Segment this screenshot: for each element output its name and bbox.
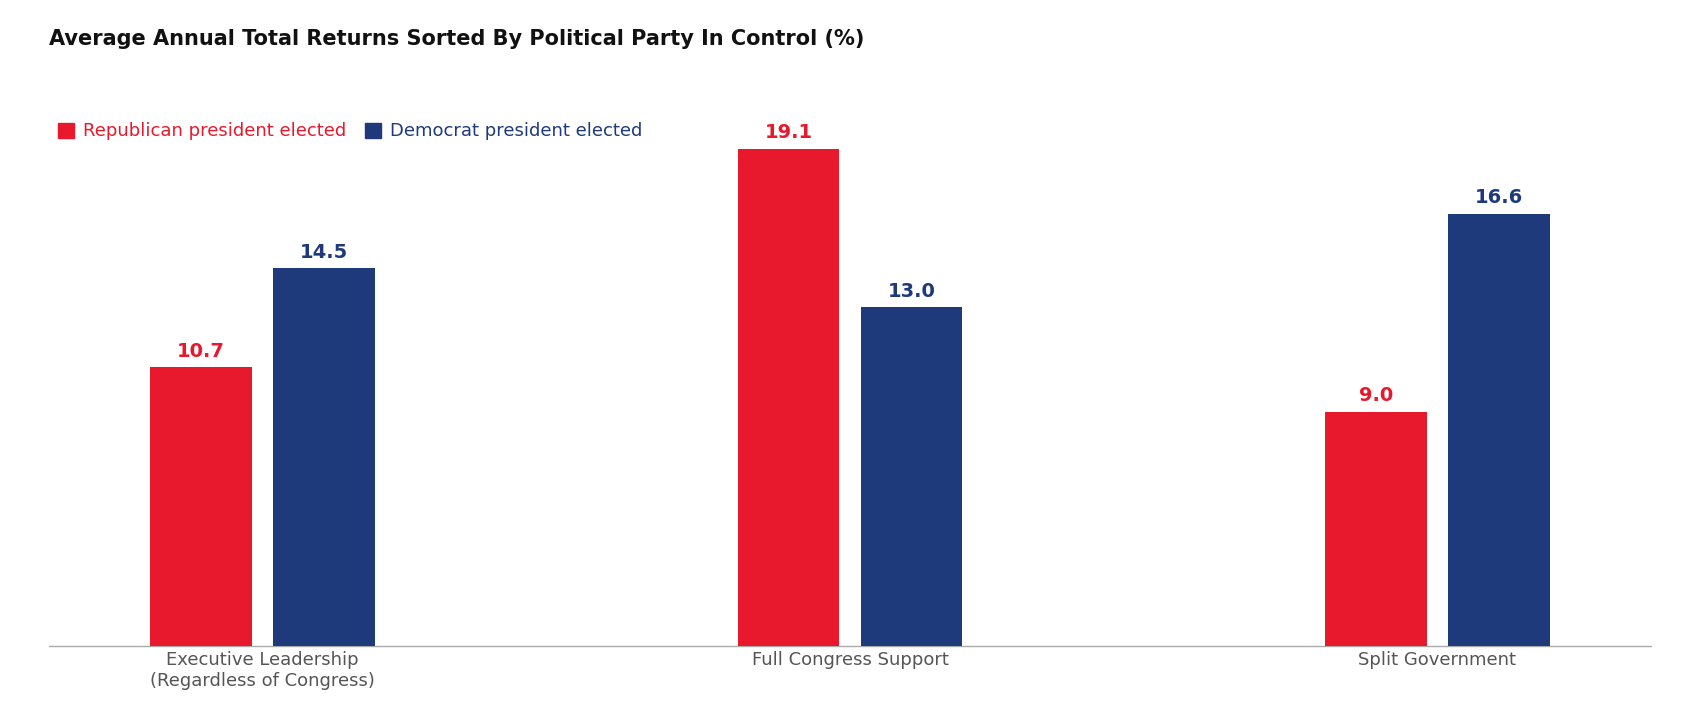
Bar xyxy=(860,308,962,646)
Bar xyxy=(274,268,374,646)
Bar xyxy=(151,367,252,646)
Text: 19.1: 19.1 xyxy=(765,123,813,142)
Text: 13.0: 13.0 xyxy=(887,282,935,301)
Legend: Republican president elected, Democrat president elected: Republican president elected, Democrat p… xyxy=(58,122,643,140)
Bar xyxy=(738,149,840,646)
Text: 10.7: 10.7 xyxy=(177,342,224,361)
Text: Average Annual Total Returns Sorted By Political Party In Control (%): Average Annual Total Returns Sorted By P… xyxy=(49,29,864,50)
Bar xyxy=(1326,412,1426,646)
Text: 14.5: 14.5 xyxy=(299,243,348,262)
Text: 9.0: 9.0 xyxy=(1358,386,1392,405)
Text: 16.6: 16.6 xyxy=(1474,188,1523,207)
Bar xyxy=(1448,214,1549,646)
